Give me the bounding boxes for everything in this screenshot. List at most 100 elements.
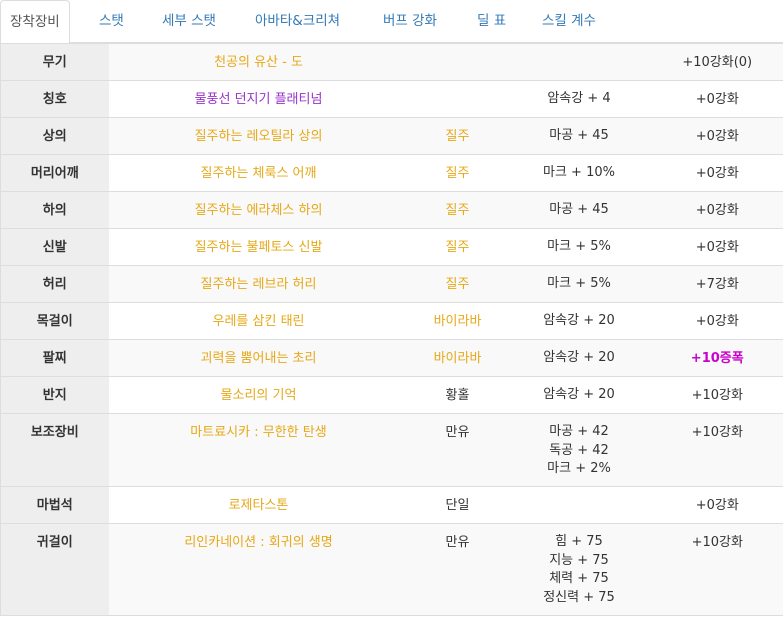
enhance-level: +0강화	[651, 191, 783, 229]
tab-stats[interactable]: 스탯	[99, 13, 124, 29]
item-options-text: 마크 + 5%	[507, 229, 652, 257]
enhance-level: +0강화	[651, 228, 783, 266]
item-options: 암속강 + 4	[506, 80, 652, 118]
enhance-level-text: +10강화	[691, 535, 743, 550]
item-name-text: 마트료시카 : 무한한 탄생	[190, 425, 327, 440]
set-name-text: 바이라바	[433, 351, 482, 366]
tab-skill-coefficient[interactable]: 스킬 계수	[542, 13, 596, 29]
item-name: 천공의 유산 - 도	[108, 43, 409, 81]
set-name	[408, 43, 507, 81]
item-name-text: 천공의 유산 - 도	[214, 55, 303, 70]
set-name-text: 질주	[445, 277, 470, 292]
enhance-level-text: +0강화	[695, 240, 739, 255]
item-name-text: 물풍선 던지기 플래티넘	[194, 92, 323, 107]
item-name: 물소리의 기억	[108, 376, 409, 414]
equipment-row: 무기 천공의 유산 - 도 +10강화(0)	[0, 43, 783, 81]
item-options-text: 마공 + 42 독공 + 42 마크 + 2%	[507, 414, 652, 479]
item-options: 마크 + 5%	[506, 228, 652, 266]
enhance-level: +0강화	[651, 486, 783, 524]
slot-label-text: 무기	[42, 55, 67, 70]
option-line: 암속강 + 20	[543, 387, 615, 402]
option-line: 독공 + 42	[549, 442, 609, 458]
item-options: 힘 + 75 지능 + 75 체력 + 75 정신력 + 75	[506, 523, 652, 616]
item-name: 마트료시카 : 무한한 탄생	[108, 413, 409, 487]
option-line: 마공 + 42	[549, 424, 609, 439]
slot-label: 보조장비	[0, 413, 109, 487]
item-options-text: 암속강 + 20	[507, 377, 652, 405]
item-options-text: 힘 + 75 지능 + 75 체력 + 75 정신력 + 75	[507, 524, 652, 607]
set-name: 질주	[408, 228, 507, 266]
slot-label: 칭호	[0, 80, 109, 118]
slot-label: 신발	[0, 228, 109, 266]
set-name-text: 황홀	[445, 388, 470, 403]
enhance-level: +0강화	[651, 117, 783, 155]
equipment-row: 허리 질주하는 레브라 허리 질주 마크 + 5% +7강화	[0, 265, 783, 303]
option-line: 체력 + 75	[549, 571, 609, 586]
slot-label-text: 상의	[42, 129, 67, 144]
item-options-text: 암속강 + 20	[507, 303, 652, 331]
item-options: 암속강 + 20	[506, 376, 652, 414]
enhance-level-text: +0강화	[695, 314, 739, 329]
tab-damage-table[interactable]: 딜 표	[477, 13, 507, 29]
slot-label: 팔찌	[0, 339, 109, 377]
enhance-level: +0강화	[651, 154, 783, 192]
slot-label: 하의	[0, 191, 109, 229]
set-name: 질주	[408, 191, 507, 229]
equipment-row: 하의 질주하는 에라체스 하의 질주 마공 + 45 +0강화	[0, 191, 783, 229]
option-line: 마크 + 2%	[547, 461, 611, 476]
slot-label: 마법석	[0, 486, 109, 524]
set-name-text: 질주	[445, 166, 470, 181]
item-options: 마공 + 42 독공 + 42 마크 + 2%	[506, 413, 652, 487]
equipment-row: 귀걸이 리인카네이션 : 회귀의 생명 만유 힘 + 75 지능 + 75 체력 + 75…	[0, 523, 783, 616]
set-name: 질주	[408, 265, 507, 303]
item-name-text: 질주하는 레오틸라 상의	[194, 129, 323, 144]
item-name: 질주하는 레브라 허리	[108, 265, 409, 303]
enhance-level: +0강화	[651, 80, 783, 118]
item-options-text: 암속강 + 20	[507, 340, 652, 368]
set-name-text	[409, 81, 507, 92]
enhance-level: +10증폭	[651, 339, 783, 377]
set-name: 단일	[408, 486, 507, 524]
slot-label-text: 칭호	[42, 92, 67, 107]
set-name-text: 질주	[445, 129, 470, 144]
enhance-level-text: +0강화	[695, 129, 739, 144]
slot-label: 귀걸이	[0, 523, 109, 616]
item-options-text	[507, 44, 652, 53]
item-name-text: 로제타스톤	[228, 498, 289, 513]
tab-buff-enhance[interactable]: 버프 강화	[383, 13, 437, 29]
set-name-text: 단일	[445, 498, 470, 513]
equipment-row: 팔찌 괴력을 뿜어내는 초리 바이라바 암속강 + 20 +10증폭	[0, 339, 783, 377]
item-name-text: 질주하는 불페토스 신발	[194, 240, 323, 255]
item-options-text	[507, 487, 652, 496]
tab-detail-stats[interactable]: 세부 스탯	[162, 13, 216, 29]
enhance-level: +10강화(0)	[651, 43, 783, 81]
equipment-row: 머리어깨 질주하는 체룩스 어깨 질주 마크 + 10% +0강화	[0, 154, 783, 192]
item-name: 우레를 삼킨 태린	[108, 302, 409, 340]
enhance-level: +0강화	[651, 302, 783, 340]
option-line: 마크 + 10%	[543, 165, 615, 180]
equipment-row: 신발 질주하는 불페토스 신발 질주 마크 + 5% +0강화	[0, 228, 783, 266]
tab-avatar-creature[interactable]: 아바타&크리쳐	[255, 13, 341, 29]
item-options-text: 마공 + 45	[507, 118, 652, 146]
item-name-text: 질주하는 체룩스 어깨	[200, 166, 317, 181]
slot-label-text: 하의	[42, 203, 67, 218]
item-options: 마공 + 45	[506, 117, 652, 155]
slot-label: 상의	[0, 117, 109, 155]
enhance-level-text: +7강화	[695, 277, 739, 292]
equipment-row: 보조장비 마트료시카 : 무한한 탄생 만유 마공 + 42 독공 + 42 마크 + 2…	[0, 413, 783, 487]
item-name: 리인카네이션 : 회귀의 생명	[108, 523, 409, 616]
slot-label-text: 팔찌	[42, 351, 67, 366]
set-name-text: 만유	[445, 535, 470, 550]
slot-label-text: 목걸이	[36, 314, 73, 329]
slot-label: 목걸이	[0, 302, 109, 340]
item-options-text: 마공 + 45	[507, 192, 652, 220]
tab-equipment[interactable]: 장착장비	[0, 0, 70, 44]
item-options-text: 마크 + 10%	[507, 155, 652, 183]
slot-label-text: 반지	[42, 388, 67, 403]
enhance-level-text: +0강화	[695, 203, 739, 218]
enhance-level-text: +10강화	[691, 388, 743, 403]
slot-label: 반지	[0, 376, 109, 414]
item-options-text: 마크 + 5%	[507, 266, 652, 294]
item-name: 괴력을 뿜어내는 초리	[108, 339, 409, 377]
enhance-level-text: +10증폭	[690, 351, 744, 366]
